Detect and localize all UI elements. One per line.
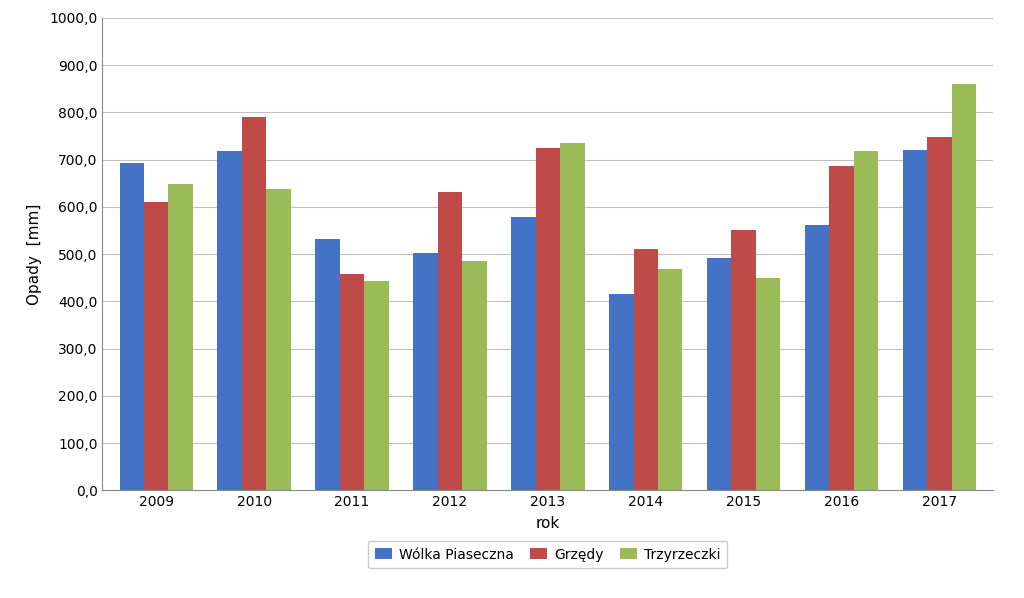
Bar (414, 253, 437, 490)
Bar (560, 143, 585, 490)
Bar (805, 225, 829, 490)
Bar (903, 150, 927, 490)
Bar (242, 117, 266, 490)
Bar (756, 278, 780, 490)
Bar (658, 269, 682, 490)
Bar (854, 151, 879, 490)
Bar (927, 138, 951, 490)
Bar (120, 163, 144, 490)
Bar (437, 192, 462, 490)
Bar (365, 281, 389, 490)
Bar (169, 184, 193, 490)
Bar (340, 274, 365, 490)
Bar (315, 239, 340, 490)
Legend: Wólka Piaseczna, Grzędy, Trzyrzeczki: Wólka Piaseczna, Grzędy, Trzyrzeczki (369, 541, 727, 569)
Bar (144, 202, 169, 490)
Bar (731, 230, 756, 490)
Bar (634, 249, 658, 490)
Bar (511, 217, 536, 490)
Bar (951, 84, 976, 490)
Bar (707, 258, 731, 490)
Bar (217, 151, 242, 490)
X-axis label: rok: rok (536, 516, 560, 531)
Bar (609, 294, 634, 490)
Bar (462, 261, 486, 490)
Bar (829, 166, 854, 490)
Y-axis label: Opady  [mm]: Opady [mm] (28, 203, 42, 305)
Bar (536, 148, 560, 490)
Bar (266, 189, 291, 490)
